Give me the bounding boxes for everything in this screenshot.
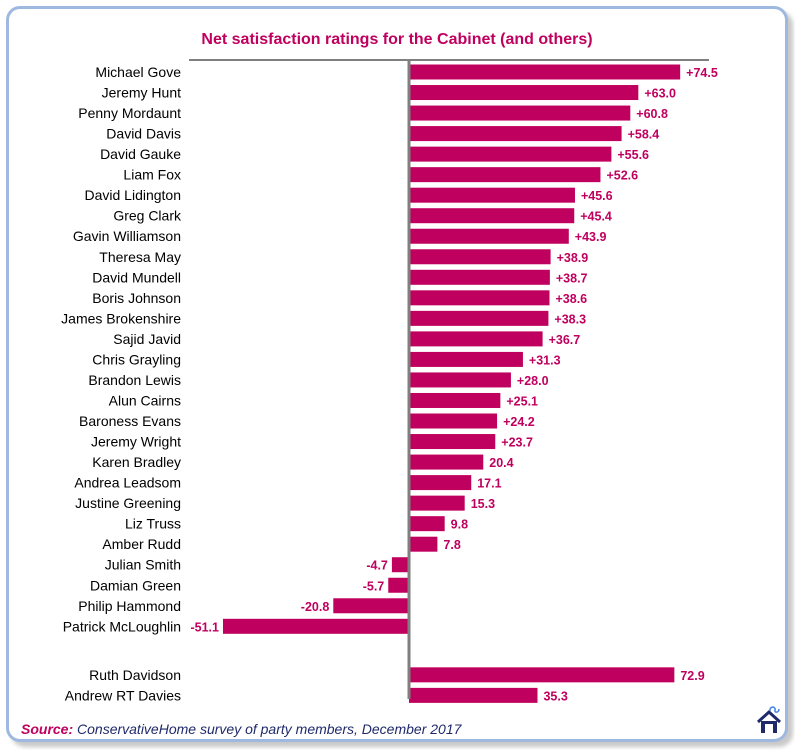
source-note: Source: ConservativeHome survey of party… [21,721,461,737]
category-label: Jeremy Wright [91,434,181,450]
category-label: Penny Mordaunt [78,105,181,121]
bar [409,454,484,470]
value-label: 35.3 [543,689,567,703]
category-label: Amber Rudd [102,536,181,552]
category-label: Boris Johnson [92,290,181,306]
bar [409,372,511,388]
category-label: Julian Smith [105,557,181,573]
value-label: +45.6 [581,189,613,203]
category-label: Sajid Javid [113,331,181,347]
bar [409,269,550,285]
value-label: 9.8 [451,518,468,532]
bar [409,64,681,80]
value-label: +38.6 [556,292,588,306]
value-label: +43.9 [575,230,607,244]
value-label: +28.0 [517,374,549,388]
value-label: -51.1 [190,620,219,634]
category-label: Justine Greening [75,495,181,511]
chart-frame: Net satisfaction ratings for the Cabinet… [6,6,788,742]
bar [409,290,550,306]
source-text: ConservativeHome survey of party members… [77,721,462,737]
category-label: Greg Clark [113,208,182,224]
bar [409,516,445,532]
category-label: Alun Cairns [109,392,181,408]
category-label: Karen Bradley [92,454,181,470]
bar [409,228,569,244]
bar [409,208,575,224]
category-label: David Gauke [100,146,181,162]
category-label: Andrea Leadsom [74,475,181,491]
chart-title: Net satisfaction ratings for the Cabinet… [201,31,593,48]
bar-chart: Michael Gove +74.5 Jeremy Hunt +63.0 Penny M… [61,59,718,703]
source-label: Source: [21,721,74,737]
category-label: Ruth Davidson [89,667,181,683]
bar [409,434,496,450]
bar [222,618,409,634]
bar [409,687,538,703]
bar [409,187,575,203]
value-label: -5.7 [363,579,385,593]
category-label: Baroness Evans [79,413,181,429]
bar [409,126,622,142]
value-label: 17.1 [477,477,501,491]
value-label: +38.3 [554,312,586,326]
category-label: Damian Green [90,577,181,593]
value-label: +38.9 [557,251,589,265]
bar [409,392,501,408]
bar [409,85,639,101]
category-label: Liam Fox [123,167,181,183]
value-label: +38.7 [556,271,588,285]
value-label: +74.5 [686,66,718,80]
category-label: Gavin Williamson [73,228,181,244]
value-label: +23.7 [501,436,533,450]
value-label: +24.2 [503,415,535,429]
value-label: 7.8 [443,538,460,552]
value-label: 20.4 [489,456,513,470]
category-label: Brandon Lewis [88,372,181,388]
bar [388,577,409,593]
bar [391,557,409,573]
bar [409,475,472,491]
category-label: James Brokenshire [61,310,181,326]
category-label: Michael Gove [95,64,181,80]
value-label: +55.6 [617,148,649,162]
bar [409,310,549,326]
conservativehome-house-icon [756,706,782,733]
bar [409,536,438,552]
category-label: David Mundell [92,269,181,285]
bar [409,667,675,683]
bar [333,598,409,614]
bar [409,331,543,347]
value-label: +52.6 [606,169,638,183]
bar [409,105,631,121]
value-label: +60.8 [636,107,668,121]
value-label: -20.8 [301,600,330,614]
category-label: Andrew RT Davies [65,687,181,703]
category-label: Liz Truss [125,516,181,532]
value-label: 15.3 [471,497,495,511]
value-label: +63.0 [644,87,676,101]
value-label: +36.7 [549,333,581,347]
category-label: Theresa May [99,249,181,265]
category-label: Philip Hammond [78,598,181,614]
bar [409,495,465,511]
value-label: +58.4 [628,128,660,142]
category-label: David Davis [106,126,181,142]
category-label: Chris Grayling [92,351,181,367]
bar [409,167,601,183]
bar [409,249,551,265]
value-label: 72.9 [680,669,704,683]
bar [409,413,498,429]
category-label: Patrick McLoughlin [63,618,181,634]
value-label: +45.4 [580,210,612,224]
value-label: +31.3 [529,353,561,367]
value-label: +25.1 [506,394,538,408]
category-label: David Lidington [84,187,181,203]
bar [409,146,612,162]
value-label: -4.7 [366,559,388,573]
category-label: Jeremy Hunt [102,85,181,101]
bar [409,351,523,367]
